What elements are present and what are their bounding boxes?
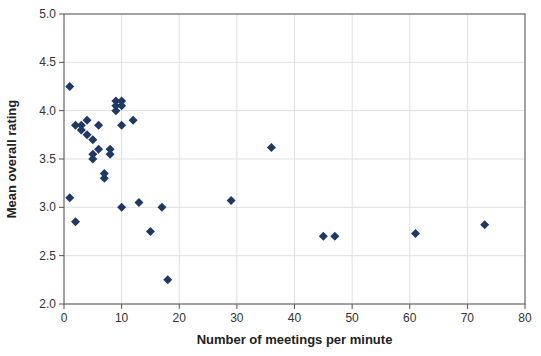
tick-mark <box>409 304 410 309</box>
point <box>319 232 328 241</box>
grid-line <box>64 110 525 111</box>
tick-label: 3.0 <box>39 200 56 214</box>
point <box>411 229 420 238</box>
grid-line <box>64 207 525 208</box>
tick-mark <box>467 304 468 309</box>
tick-label: 2.0 <box>39 297 56 311</box>
y-axis-label: Mean overall rating <box>4 100 19 219</box>
tick-label: 80 <box>518 311 532 325</box>
tick-label: 5.0 <box>39 7 56 21</box>
tick-mark <box>121 304 122 309</box>
tick-label: 50 <box>345 311 359 325</box>
point <box>267 143 276 152</box>
point <box>88 155 97 164</box>
points <box>65 82 489 284</box>
tick-label: 10 <box>115 311 129 325</box>
point <box>83 116 92 125</box>
point <box>146 227 155 236</box>
point <box>330 232 339 241</box>
point <box>129 116 138 125</box>
tick-mark <box>59 159 64 160</box>
tick-label: 4.5 <box>39 55 56 69</box>
grid-line <box>64 255 525 256</box>
point <box>106 145 115 154</box>
point <box>227 196 236 205</box>
point <box>94 121 103 130</box>
tick-label: 0 <box>61 311 68 325</box>
point <box>117 203 126 212</box>
x-axis-label: Number of meetings per minute <box>197 332 393 347</box>
point <box>65 193 74 202</box>
point <box>65 82 74 91</box>
tick-label: 4.0 <box>39 104 56 118</box>
tick-mark <box>236 304 237 309</box>
tick-mark <box>59 207 64 208</box>
tick-mark <box>59 304 64 305</box>
point <box>71 217 80 226</box>
tick-mark <box>179 304 180 309</box>
tick-label: 20 <box>173 311 187 325</box>
tick-label: 2.5 <box>39 249 56 263</box>
point <box>480 220 489 229</box>
tick-label: 60 <box>403 311 417 325</box>
axes: 0 10 20 30 40 50 60 70 80 2.0 2.5 3.0 3.5 4.0 4.5 5.0 <box>39 7 532 325</box>
grid <box>64 14 525 304</box>
tick-mark <box>59 62 64 63</box>
tick-mark <box>59 255 64 256</box>
point <box>157 203 166 212</box>
tick-label: 40 <box>288 311 302 325</box>
tick-label: 70 <box>461 311 475 325</box>
point <box>117 101 126 110</box>
tick-mark <box>525 304 526 309</box>
tick-mark <box>352 304 353 309</box>
point <box>100 169 109 178</box>
point <box>163 275 172 284</box>
grid-line <box>64 62 525 63</box>
point <box>117 121 126 130</box>
plot-frame <box>64 14 525 304</box>
point <box>88 135 97 144</box>
chart: 0 10 20 30 40 50 60 70 80 2.0 2.5 3.0 3.5 4.0 4.5 5.0 Nu… <box>0 0 541 356</box>
tick-mark <box>64 304 65 309</box>
tick-mark <box>59 110 64 111</box>
tick-label: 3.5 <box>39 152 56 166</box>
tick-mark <box>294 304 295 309</box>
point <box>94 145 103 154</box>
point <box>134 198 143 207</box>
tick-label: 30 <box>230 311 244 325</box>
tick-mark <box>59 14 64 15</box>
grid-line <box>64 159 525 160</box>
